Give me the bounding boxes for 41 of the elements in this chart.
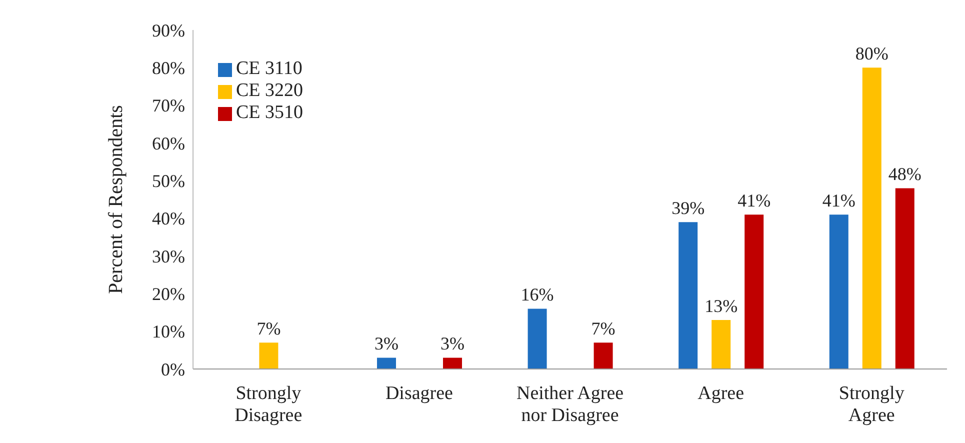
x-tick-label: Neither Agree nor Disagree xyxy=(516,383,624,426)
y-tick-label: 50% xyxy=(152,171,186,192)
bar xyxy=(594,342,613,369)
bar xyxy=(528,308,547,369)
bar xyxy=(377,358,396,369)
data-label: 13% xyxy=(704,296,738,316)
y-tick-label: 20% xyxy=(152,284,186,304)
y-tick-label: 10% xyxy=(152,322,186,342)
bar xyxy=(678,222,698,369)
data-label: 7% xyxy=(591,318,616,339)
bar xyxy=(895,188,914,369)
y-tick-label: 30% xyxy=(152,246,186,266)
data-label: 3% xyxy=(440,334,464,354)
x-tick-label: Disagree xyxy=(385,383,453,404)
x-tick-label: Strongly Agree xyxy=(838,383,905,426)
data-label: 48% xyxy=(888,164,922,184)
bar xyxy=(259,342,278,369)
bar xyxy=(443,358,462,369)
data-label: 16% xyxy=(520,284,554,305)
y-axis-title: Percent of Respondents xyxy=(105,104,128,294)
legend-label: CE 3110 xyxy=(236,58,302,79)
data-label: 7% xyxy=(256,318,281,339)
data-label: 80% xyxy=(855,44,888,64)
y-tick-label: 40% xyxy=(152,208,186,229)
y-tick-label: 60% xyxy=(152,133,186,154)
data-label: 3% xyxy=(374,334,398,354)
y-tick-label: 90% xyxy=(152,20,186,40)
legend-label: CE 3220 xyxy=(236,80,304,101)
data-label: 41% xyxy=(738,190,771,211)
data-label: 41% xyxy=(822,190,856,211)
y-tick-label: 0% xyxy=(161,359,186,380)
x-tick-label: Agree xyxy=(698,383,744,404)
bar xyxy=(829,214,848,369)
x-tick-label: Strongly Disagree xyxy=(234,383,302,426)
bar xyxy=(862,68,882,369)
y-tick-label: 80% xyxy=(152,58,186,78)
data-label: 39% xyxy=(672,198,705,218)
bar xyxy=(712,320,731,369)
legend-label: CE 3510 xyxy=(236,102,304,123)
y-tick-label: 70% xyxy=(152,96,186,116)
bar xyxy=(744,214,764,369)
